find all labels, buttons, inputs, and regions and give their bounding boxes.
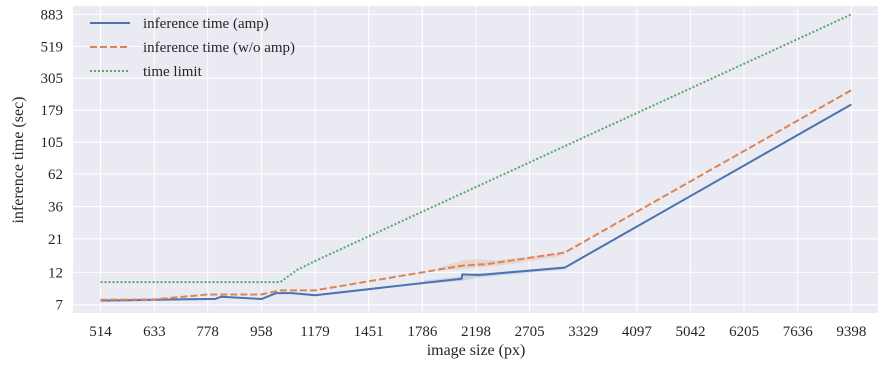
y-tick-label: 12 [48,265,63,281]
x-tick-label: 1786 [407,324,438,340]
x-tick-label: 6205 [729,324,759,340]
x-axis-title: image size (px) [427,342,526,359]
y-tick-label: 7 [56,298,64,314]
y-tick-label: 305 [41,71,64,87]
series-2-line [100,89,852,301]
legend-label-3: time limit [143,64,203,80]
x-tick-label: 2705 [515,324,545,340]
x-tick-label: 2198 [461,324,491,340]
x-tick-labels: 514 633 778 958 1179 1451 1786 2198 2705 3329 4097… [89,324,866,340]
y-tick-label: 519 [41,39,64,55]
x-tick-label: 778 [196,324,219,340]
x-tick-label: 5042 [675,324,705,340]
legend-label-2: inference time (w/o amp) [143,40,295,56]
y-tick-label: 62 [48,167,63,183]
x-tick-label: 958 [250,324,273,340]
y-tick-label: 105 [41,135,64,151]
x-tick-label: 4097 [622,324,653,340]
legend: inference time (amp) inference time (w/o … [90,16,295,80]
series-3-line [100,13,852,284]
x-tick-label: 514 [89,324,112,340]
series-1-line [100,103,852,302]
x-gridlines [100,6,852,313]
x-tick-label: 3329 [568,324,598,340]
x-tick-label: 9398 [836,324,866,340]
y-tick-label: 179 [41,103,64,119]
y-tick-label: 883 [41,7,64,23]
y-tick-label: 36 [48,199,64,215]
series-lines [100,13,852,302]
x-tick-label: 7636 [783,324,814,340]
y-axis-title: inference time (sec) [10,96,27,223]
y-gridlines [73,13,878,306]
x-tick-label: 1179 [300,324,329,340]
x-tick-label: 1451 [354,324,384,340]
y-tick-labels: 7 12 21 36 62 105 179 305 519 883 [41,7,64,313]
x-tick-label: 633 [143,324,166,340]
legend-label-1: inference time (amp) [143,16,269,32]
y-tick-label: 21 [48,232,63,248]
